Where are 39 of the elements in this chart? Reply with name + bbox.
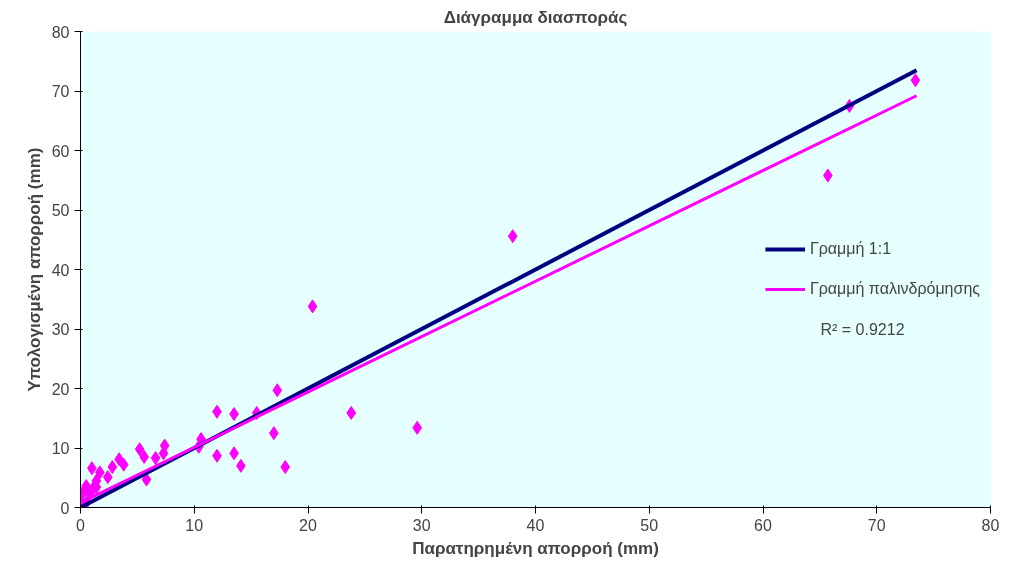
y-tick-label: 80: [51, 23, 70, 41]
point: [139, 449, 150, 464]
point: [134, 442, 145, 457]
legend-label: Γραμμή 1:1: [809, 240, 892, 258]
x-tick-label: 50: [640, 516, 659, 534]
y-axis-title: Υπολογισμένη απορροή (mm): [24, 147, 44, 392]
y-tick-label: 40: [51, 261, 70, 279]
x-tick-label: 30: [412, 516, 431, 534]
point: [102, 470, 113, 485]
point: [910, 73, 921, 88]
point: [346, 405, 357, 420]
chart-title: Διάγραμμα διασποράς: [443, 7, 628, 27]
y-tick-label: 20: [51, 380, 70, 398]
point: [307, 299, 318, 314]
x-tick-label: 40: [526, 516, 545, 534]
y-tick-label: 0: [60, 499, 70, 517]
x-tick-label: 10: [185, 516, 204, 534]
x-tick-label: 0: [76, 516, 86, 534]
point: [114, 452, 125, 467]
x-axis-title: Παρατηρημένη απορροή (mm): [412, 538, 659, 558]
x-tick-label: 80: [981, 516, 1000, 534]
y-tick-label: 50: [51, 202, 70, 219]
legend-label: Γραμμή παλινδρόμησης: [809, 280, 980, 298]
x-tick-label: 20: [299, 516, 317, 534]
point: [272, 383, 283, 398]
point: [141, 472, 152, 487]
point: [158, 446, 169, 461]
x-tick-label: 60: [754, 516, 772, 534]
point: [280, 460, 291, 475]
y-tick-label: 70: [51, 83, 70, 100]
point: [412, 420, 423, 435]
point: [150, 451, 161, 466]
annotation: R² = 0.9212: [820, 320, 905, 338]
y-tick-label: 60: [51, 142, 70, 160]
y-tick-label: 30: [51, 321, 70, 338]
x-tick-label: 70: [867, 516, 886, 534]
point: [107, 460, 118, 475]
point: [507, 229, 518, 244]
y-tick-label: 10: [51, 440, 70, 457]
